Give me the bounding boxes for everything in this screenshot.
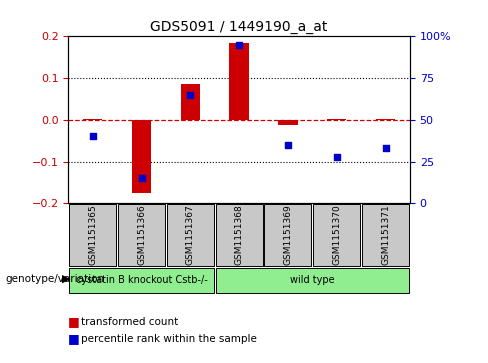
Point <box>382 145 389 151</box>
Text: ■: ■ <box>68 332 80 345</box>
Bar <box>229 42 249 120</box>
Text: GSM1151371: GSM1151371 <box>381 205 390 265</box>
Text: cystatin B knockout Cstb-/-: cystatin B knockout Cstb-/- <box>76 276 207 285</box>
Text: GSM1151370: GSM1151370 <box>332 205 341 265</box>
Bar <box>118 204 165 266</box>
Bar <box>83 119 102 120</box>
Point <box>138 175 145 181</box>
Text: genotype/variation: genotype/variation <box>5 274 104 284</box>
Text: ■: ■ <box>68 315 80 328</box>
Point <box>89 134 97 139</box>
Text: GSM1151368: GSM1151368 <box>235 205 244 265</box>
Point <box>284 142 292 148</box>
Bar <box>132 120 151 193</box>
Text: GSM1151367: GSM1151367 <box>186 205 195 265</box>
Text: transformed count: transformed count <box>81 317 178 327</box>
Bar <box>264 204 311 266</box>
Text: GSM1151369: GSM1151369 <box>284 205 292 265</box>
Bar <box>327 119 346 120</box>
Bar <box>167 204 214 266</box>
Bar <box>278 120 298 125</box>
Bar <box>313 204 360 266</box>
Bar <box>69 268 214 293</box>
Text: wild type: wild type <box>290 276 335 285</box>
Bar <box>376 119 395 120</box>
Bar <box>69 204 116 266</box>
Point <box>333 154 341 159</box>
Point <box>235 42 243 48</box>
Text: percentile rank within the sample: percentile rank within the sample <box>81 334 256 344</box>
Point <box>186 92 194 98</box>
Bar <box>216 268 409 293</box>
Title: GDS5091 / 1449190_a_at: GDS5091 / 1449190_a_at <box>150 20 328 34</box>
Bar <box>181 84 200 120</box>
Text: ▶: ▶ <box>61 274 70 284</box>
Bar <box>216 204 263 266</box>
Text: GSM1151365: GSM1151365 <box>88 205 97 265</box>
Text: GSM1151366: GSM1151366 <box>137 205 146 265</box>
Bar <box>362 204 409 266</box>
